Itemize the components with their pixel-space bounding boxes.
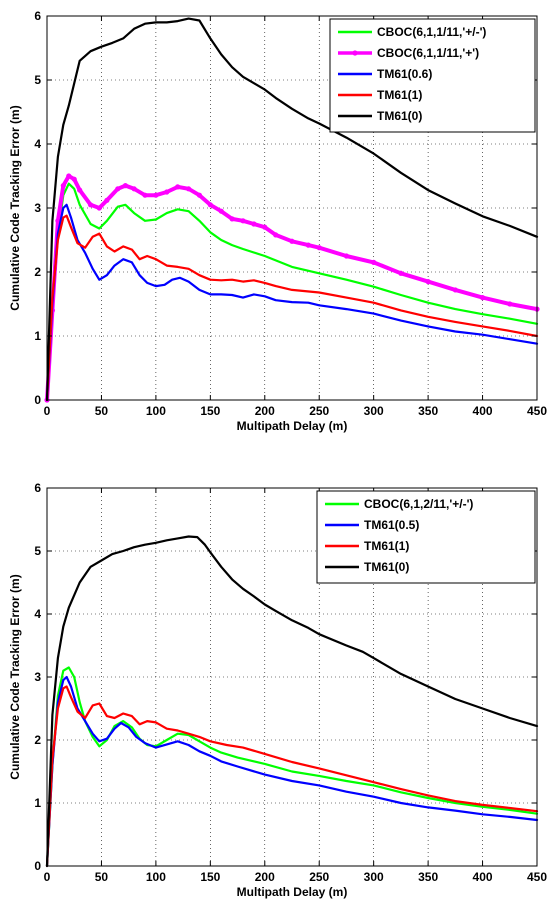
series-point: [251, 221, 257, 227]
series-point: [398, 270, 404, 276]
legend-label: TM61(1): [377, 88, 422, 102]
x-tick-label: 50: [95, 870, 109, 884]
legend-label: TM61(0.5): [364, 518, 419, 532]
series-point: [371, 259, 377, 265]
series-point: [77, 187, 83, 193]
series-point: [507, 301, 513, 307]
series-point: [207, 202, 213, 208]
x-tick-label: 250: [309, 404, 329, 418]
x-tick-label: 100: [146, 404, 166, 418]
y-tick-label: 1: [34, 329, 41, 343]
x-tick-label: 200: [255, 870, 275, 884]
chart-2: 0 50 100 150 200 250 300 350 400 450 0 1 2 3 4 5 6 Multip…: [8, 481, 547, 899]
series-point: [153, 192, 159, 198]
y-tick-label: 0: [34, 859, 41, 873]
y-tick-label: 6: [34, 9, 41, 23]
x-tick-label: 400: [473, 870, 493, 884]
chart-1: 0 50 100 150 200 250 300 350 400 450 0 1 2 3 4 5 6 Multip…: [8, 9, 547, 433]
series-point: [175, 184, 181, 190]
series-point: [131, 186, 137, 192]
x-tick-label: 150: [200, 404, 220, 418]
series-point: [452, 287, 458, 293]
legend: CBOC(6,1,1/11,'+/-') CBOC(6,1,1/11,'+') TM…: [329, 18, 536, 133]
legend-label: CBOC(6,1,1/11,'+/-'): [377, 25, 486, 39]
y-tick-label: 5: [34, 544, 41, 558]
series-point: [229, 216, 235, 222]
series-point: [55, 218, 61, 224]
x-tick-label: 250: [309, 870, 329, 884]
legend-label: TM61(0): [364, 560, 409, 574]
series-point: [196, 192, 203, 198]
series-line-4: [45, 214, 539, 402]
y-tick-label: 6: [34, 481, 41, 495]
y-tick-label: 3: [34, 201, 41, 215]
series-line-4: [45, 535, 539, 868]
x-axis-label: Multipath Delay (m): [237, 885, 348, 899]
y-axis-label: Cumulative Code Tracking Error (m): [8, 105, 22, 310]
x-tick-label: 0: [44, 404, 51, 418]
legend-label: TM61(1): [364, 539, 409, 553]
legend-marker: [352, 50, 358, 56]
x-tick-label: 150: [200, 870, 220, 884]
y-tick-label: 2: [34, 733, 41, 747]
legend-label: CBOC(6,1,1/11,'+'): [377, 46, 479, 60]
series-point: [66, 173, 72, 179]
series-point: [60, 183, 66, 189]
series-point: [71, 176, 77, 182]
series-point: [87, 202, 94, 208]
series-line-1: [45, 182, 539, 402]
series-point: [289, 238, 295, 244]
x-tick-label: 350: [418, 870, 438, 884]
series-point: [164, 189, 170, 195]
y-tick-label: 4: [34, 137, 41, 151]
legend-label: TM61(0): [377, 109, 422, 123]
y-axis-label: Cumulative Code Tracking Error (m): [8, 574, 22, 779]
y-tick-label: 0: [34, 393, 41, 407]
series-line-1: [45, 666, 539, 868]
series-point: [115, 186, 121, 192]
series-line-5: [45, 17, 539, 402]
series-point: [479, 295, 486, 301]
y-tick-label: 2: [34, 265, 41, 279]
legend-box: [329, 18, 536, 133]
x-tick-label: 400: [473, 404, 493, 418]
series-point: [185, 186, 192, 192]
series-point: [273, 232, 279, 238]
series-point: [305, 242, 311, 248]
x-tick-label: 450: [527, 404, 547, 418]
series-point: [316, 245, 322, 251]
series-point: [240, 218, 246, 224]
y-tick-label: 5: [34, 73, 41, 87]
x-tick-label: 350: [418, 404, 438, 418]
series-point: [142, 192, 148, 198]
x-tick-label: 300: [364, 870, 384, 884]
legend-label: TM61(0.6): [377, 67, 432, 81]
x-tick-label: 0: [44, 870, 51, 884]
legend-label: CBOC(6,1,2/11,'+/-'): [364, 497, 473, 511]
series-point: [218, 208, 224, 214]
x-tick-label: 450: [527, 870, 547, 884]
x-axis-label: Multipath Delay (m): [237, 419, 348, 433]
series-point: [425, 279, 431, 285]
series-line-2: [45, 675, 539, 868]
y-tick-label: 4: [34, 607, 41, 621]
series-point: [343, 253, 350, 259]
series-point: [104, 197, 110, 203]
x-tick-label: 100: [146, 870, 166, 884]
series-point: [122, 183, 128, 189]
x-tick-label: 50: [95, 404, 109, 418]
series-point: [96, 205, 102, 211]
x-tick-label: 200: [255, 404, 275, 418]
legend: CBOC(6,1,2/11,'+/-') TM61(0.5) TM61(1) TM61…: [316, 490, 536, 584]
x-tick-label: 300: [364, 404, 384, 418]
y-tick-label: 3: [34, 670, 41, 684]
series-line-3: [45, 685, 539, 868]
y-tick-label: 1: [34, 796, 41, 810]
series-point: [262, 224, 268, 230]
